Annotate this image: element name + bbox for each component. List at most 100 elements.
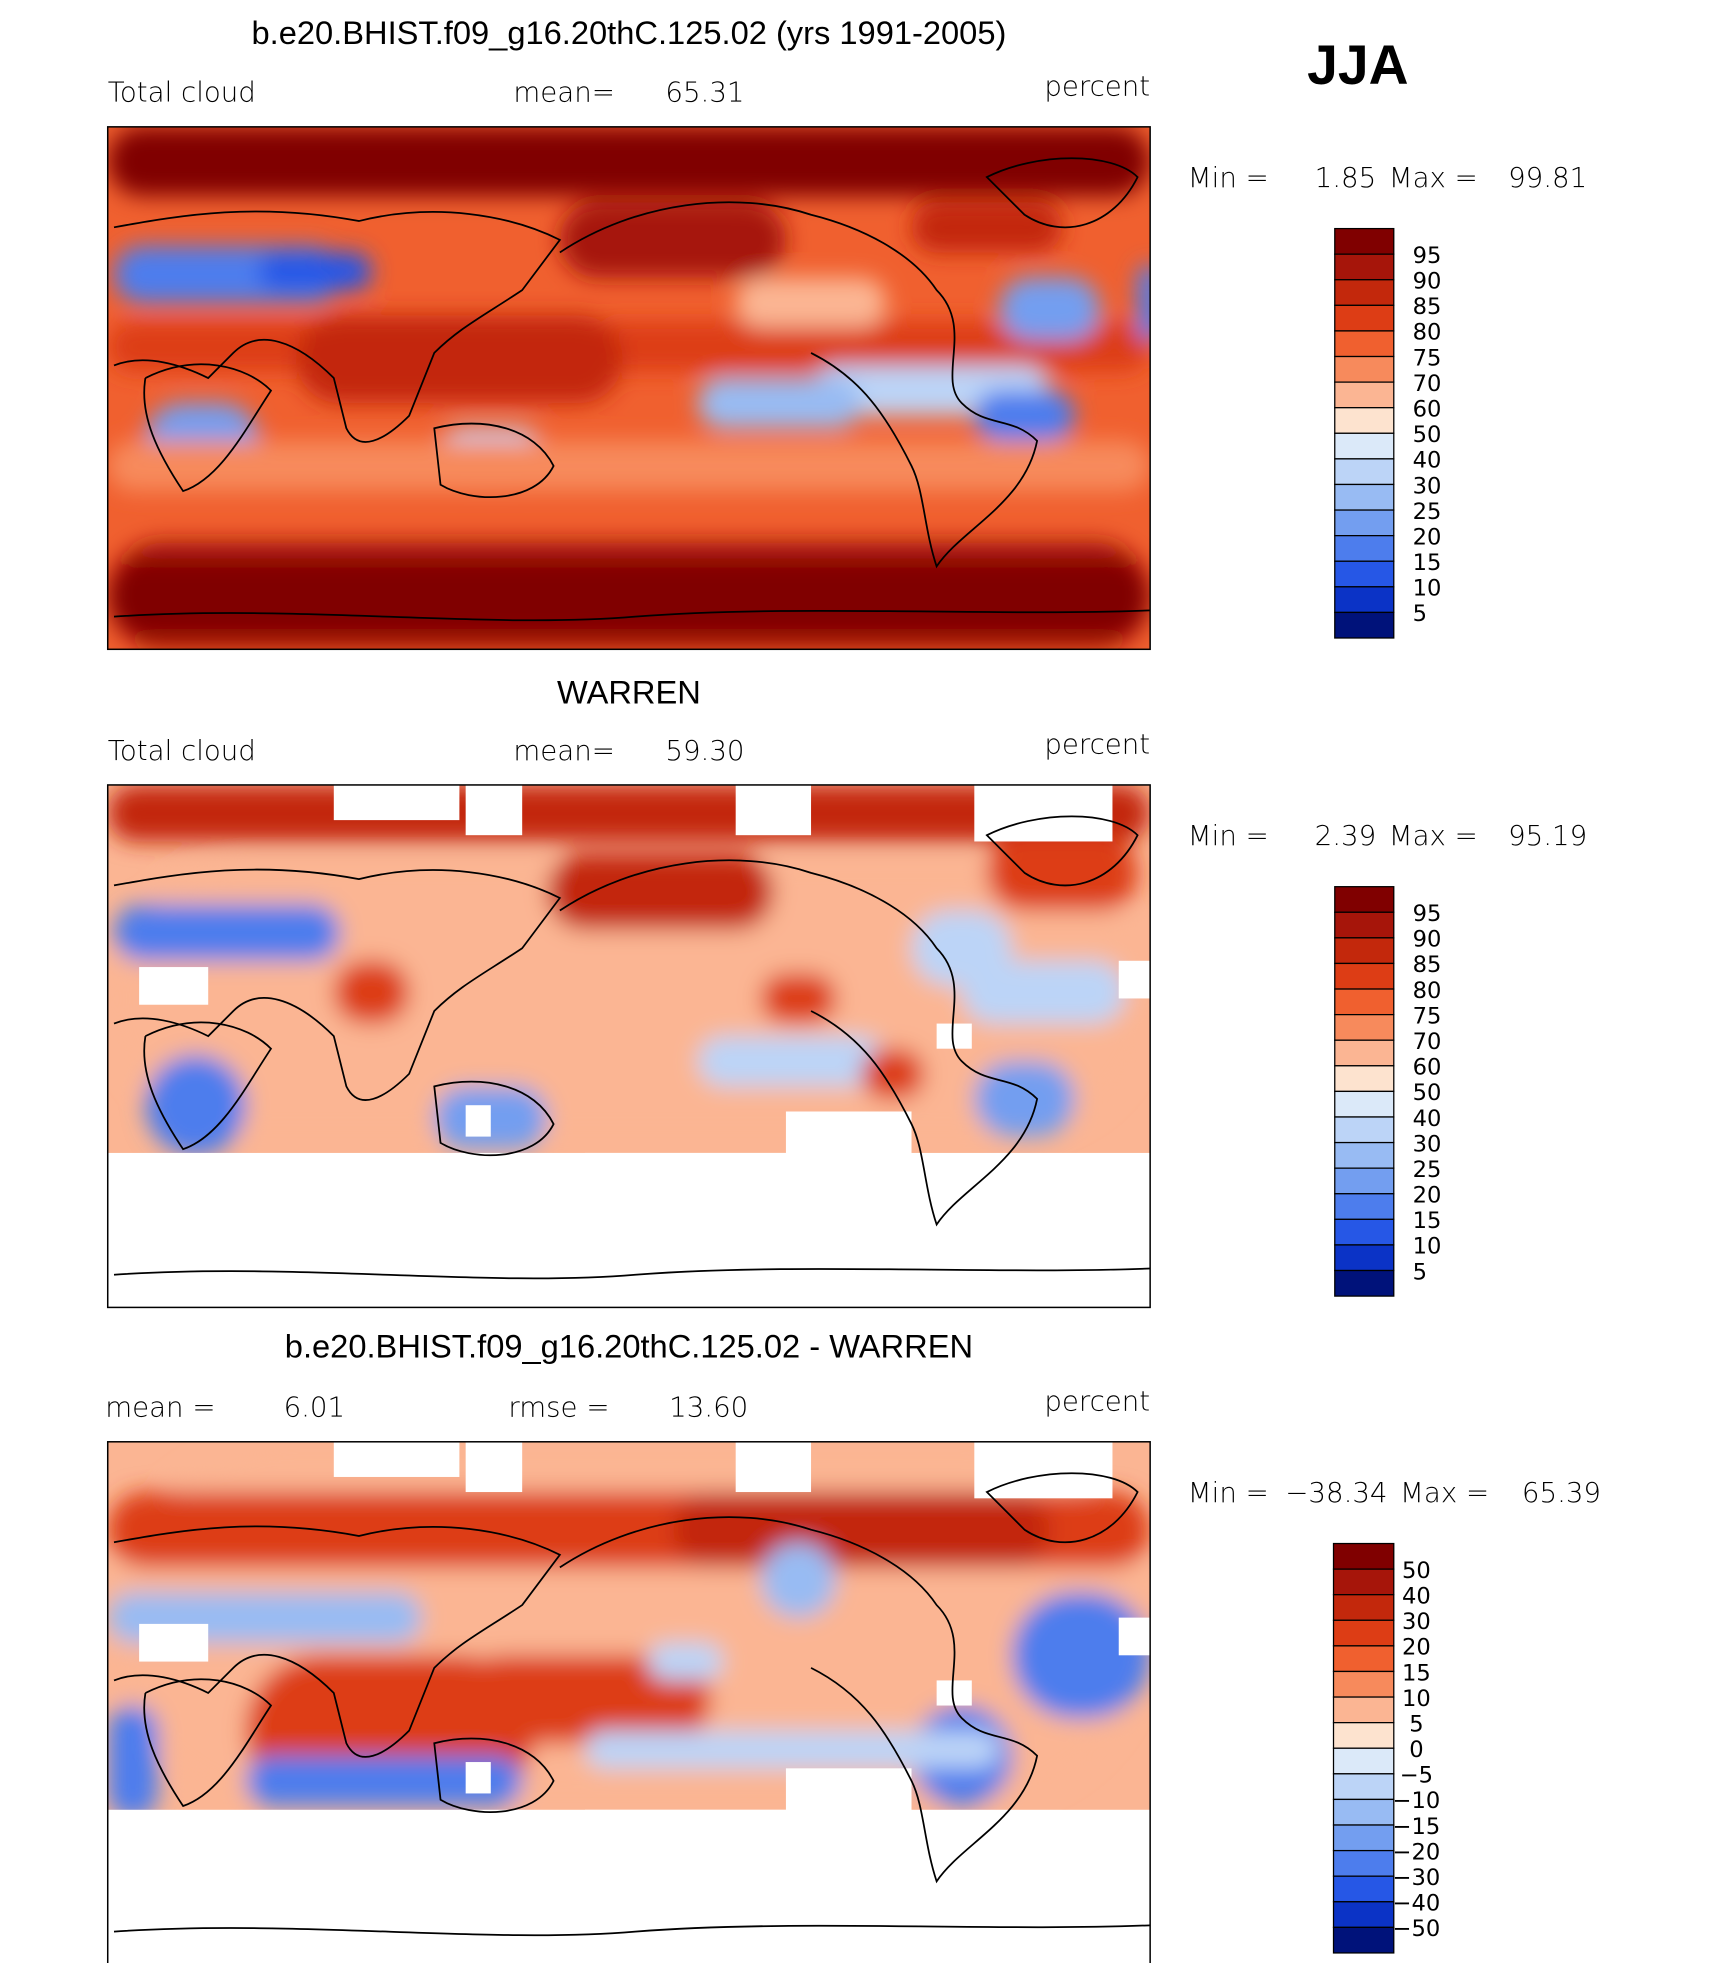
- min-label: Min =: [1188, 819, 1269, 852]
- colorbar-label: −20: [1393, 1839, 1441, 1865]
- colorbar-label: 15: [1413, 550, 1442, 576]
- colorbar-swatch: [1332, 1722, 1395, 1749]
- field-blob: [760, 973, 837, 1024]
- field-blob: [258, 252, 372, 291]
- colorbar-swatch: [1332, 1696, 1395, 1724]
- blobs: [107, 126, 1151, 650]
- max-value: 99.81: [1508, 161, 1587, 194]
- colorbar-label: −15: [1393, 1814, 1441, 1840]
- stat-value: 6.01: [284, 1391, 346, 1424]
- panel-title: WARREN: [557, 673, 701, 710]
- colorbar-swatch: [1334, 227, 1395, 255]
- missing-data: [1118, 1617, 1151, 1656]
- colorbar-label: 85: [1413, 294, 1442, 320]
- coastline: [113, 868, 562, 1101]
- colorbar-label: 5: [1409, 1711, 1423, 1737]
- units-label: percent: [1044, 1384, 1150, 1417]
- colorbar-label: 40: [1402, 1583, 1431, 1609]
- season-label: JJA: [1307, 34, 1408, 96]
- field-blob: [672, 1492, 1050, 1568]
- field-blob: [735, 277, 887, 328]
- colorbar-label: 80: [1413, 978, 1442, 1004]
- max-label: Max =: [1389, 819, 1478, 852]
- colorbar-swatch: [1334, 304, 1395, 332]
- missing-data: [785, 1768, 912, 1844]
- units-label: percent: [1044, 728, 1150, 761]
- colorbar-swatch: [1332, 1594, 1395, 1621]
- colorbar-label: 20: [1402, 1635, 1431, 1661]
- colorbar-swatch: [1334, 253, 1395, 281]
- missing-data: [139, 1623, 209, 1662]
- colorbar-swatch: [1334, 911, 1395, 939]
- colorbar-swatch: [1334, 611, 1395, 639]
- colorbar-swatch: [1332, 1747, 1395, 1775]
- map-frame: [106, 784, 1151, 1309]
- colorbar-swatch: [1332, 1798, 1395, 1826]
- field-blob: [698, 1036, 887, 1087]
- colorbar-label: 90: [1413, 927, 1442, 953]
- colorbar-swatch: [1334, 1193, 1395, 1220]
- map-field: [107, 126, 1151, 650]
- colorbar-swatch: [1334, 355, 1395, 383]
- stat-label: mean =: [105, 1391, 215, 1424]
- min-label: Min =: [1188, 161, 1269, 194]
- missing-data: [465, 1762, 491, 1794]
- blobs: [107, 1441, 1151, 1819]
- colorbar-swatch: [1334, 886, 1395, 913]
- coastline: [433, 422, 555, 499]
- colorbar-label: 25: [1413, 499, 1442, 525]
- colorbar-label: 5: [1413, 1259, 1427, 1285]
- field-blob: [296, 315, 623, 404]
- colorbar-label: 70: [1413, 1029, 1442, 1055]
- stat-value: 65.31: [665, 76, 744, 109]
- field-blob: [911, 202, 1063, 253]
- colorbar-label: 40: [1413, 448, 1442, 474]
- field-blob: [333, 960, 410, 1024]
- coastline: [559, 859, 1039, 1227]
- field-blob: [559, 202, 786, 278]
- colorbar-label: 10: [1413, 1234, 1442, 1260]
- colorbar-label: 85: [1413, 952, 1442, 978]
- missing-data: [333, 1441, 460, 1477]
- colorbar-label: 40: [1413, 1106, 1442, 1132]
- colorbar-swatch: [1332, 1568, 1395, 1596]
- field-blob: [698, 378, 862, 429]
- colorbar-swatch: [1334, 937, 1395, 965]
- colorbar-swatch: [1332, 1619, 1395, 1647]
- colorbar-label: 10: [1413, 576, 1442, 602]
- colorbar-label: 5: [1413, 601, 1427, 627]
- map-field: [107, 784, 1151, 1308]
- colorbar-swatch: [1334, 1013, 1395, 1041]
- colorbar-swatch: [1334, 1269, 1395, 1297]
- colorbar-label: 75: [1413, 1003, 1442, 1029]
- colorbar-swatch: [1334, 586, 1395, 614]
- colorbar-label: 60: [1413, 1055, 1442, 1081]
- colorbar-label: 60: [1413, 396, 1442, 422]
- field-blob: [861, 1048, 925, 1099]
- colorbar-swatch: [1334, 988, 1395, 1016]
- colorbar-label: 90: [1413, 269, 1442, 295]
- colorbar-label: 95: [1413, 901, 1442, 927]
- max-value: 95.19: [1508, 819, 1587, 852]
- colorbar-swatch: [1334, 509, 1395, 537]
- units-label: percent: [1044, 69, 1150, 102]
- field-blob: [961, 960, 1126, 1024]
- colorbar-swatch: [1334, 1090, 1395, 1118]
- missing-data: [584, 1152, 786, 1191]
- stat-value: 59.30: [665, 734, 744, 767]
- colorbar-label: 75: [1413, 345, 1442, 371]
- panel-title: b.e20.BHIST.f09_g16.20thC.125.02 - WARRE…: [285, 1328, 973, 1365]
- colorbar-swatch: [1334, 432, 1395, 460]
- max-value: 65.39: [1522, 1476, 1601, 1509]
- field-blob: [107, 1705, 158, 1819]
- colorbar-swatch: [1334, 407, 1395, 434]
- missing-data: [735, 1441, 812, 1493]
- field-blob: [647, 1642, 724, 1681]
- missing-data: [974, 784, 1113, 842]
- colorbar-swatch: [1334, 1116, 1395, 1144]
- map-field: [107, 1441, 1151, 1963]
- field-blob: [107, 440, 1151, 492]
- colorbar-label: 15: [1413, 1208, 1442, 1234]
- field-blob: [145, 1054, 246, 1156]
